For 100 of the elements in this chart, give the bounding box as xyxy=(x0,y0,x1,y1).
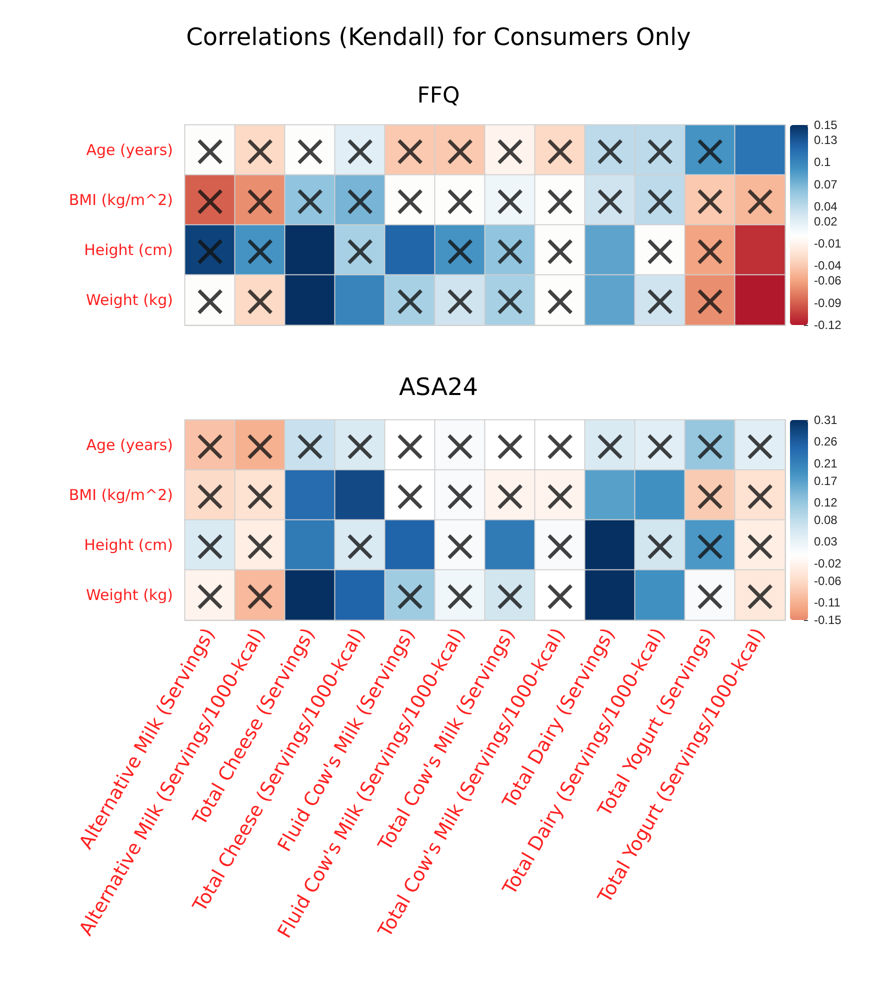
chart-title: ASA24 xyxy=(398,373,478,401)
chart-subtitle: FFQ xyxy=(417,84,460,108)
data-label: × xyxy=(242,470,278,522)
data-label: × xyxy=(242,420,278,472)
data-label: × xyxy=(442,570,478,622)
color-bar-label: 0.02 xyxy=(814,214,838,228)
data-label: × xyxy=(592,176,628,226)
data-label: × xyxy=(642,176,678,226)
data-label: × xyxy=(392,176,428,226)
data-label: × xyxy=(392,420,428,472)
y-tick-label: Height (cm) xyxy=(84,536,173,554)
data-label: × xyxy=(542,420,578,472)
color-bar-label: 0.03 xyxy=(814,534,838,549)
data-label: × xyxy=(642,420,678,472)
color-bar-label: 0.26 xyxy=(814,434,838,449)
data-label: × xyxy=(392,570,428,622)
data-label: × xyxy=(692,226,728,276)
data-label: × xyxy=(442,420,478,472)
data-label: × xyxy=(192,470,228,522)
data-label: × xyxy=(192,420,228,472)
data-label: × xyxy=(292,126,328,176)
data-label: × xyxy=(742,176,778,226)
data-label: × xyxy=(392,126,428,176)
color-bar-label: -0.09 xyxy=(814,296,842,310)
data-label: × xyxy=(342,520,378,572)
data-label: × xyxy=(442,176,478,226)
data-label: × xyxy=(442,520,478,572)
color-bar-label: -0.06 xyxy=(814,274,842,288)
color-bar-label: -0.11 xyxy=(814,596,841,610)
data-label: × xyxy=(242,276,278,326)
data-label: × xyxy=(492,126,528,176)
data-label: × xyxy=(442,226,478,276)
data-label: × xyxy=(742,470,778,522)
data-label: × xyxy=(492,276,528,326)
data-label: × xyxy=(592,126,628,176)
data-label: × xyxy=(542,520,578,572)
color-bar-label: 0.31 xyxy=(814,413,838,427)
data-label: × xyxy=(592,420,628,472)
y-tick-label: BMI (kg/m^2) xyxy=(68,486,173,504)
color-bar-label: 0.07 xyxy=(814,177,838,192)
data-label: × xyxy=(542,276,578,326)
data-label: × xyxy=(342,126,378,176)
y-tick-label: Height (cm) xyxy=(84,241,173,259)
color-bar-label: -0.04 xyxy=(814,258,842,273)
data-label: × xyxy=(292,420,328,472)
color-bar-label: 0.04 xyxy=(814,199,838,214)
data-label: × xyxy=(442,126,478,176)
color-bar-label: 0.17 xyxy=(814,474,838,488)
data-label: × xyxy=(192,176,228,226)
color-bar-label: -0.02 xyxy=(814,556,842,570)
data-label: × xyxy=(342,226,378,276)
color-bar-label: -0.01 xyxy=(814,236,842,251)
data-label: × xyxy=(692,470,728,522)
data-label: × xyxy=(192,570,228,622)
data-label: × xyxy=(192,126,228,176)
data-label: × xyxy=(542,226,578,276)
color-bar-label: 0.13 xyxy=(814,132,838,147)
data-label: × xyxy=(342,176,378,226)
data-label: × xyxy=(492,176,528,226)
color-bar-label: 0.08 xyxy=(814,513,838,527)
data-label: × xyxy=(692,176,728,226)
color-bar-label: -0.15 xyxy=(814,613,842,627)
y-tick-label: Weight (kg) xyxy=(86,291,173,309)
data-label: × xyxy=(242,520,278,572)
data-label: × xyxy=(742,520,778,572)
data-label: × xyxy=(442,276,478,326)
color-bar-label: 0.15 xyxy=(814,118,838,132)
data-label: × xyxy=(692,420,728,472)
data-label: × xyxy=(292,176,328,226)
data-label: × xyxy=(642,126,678,176)
chart-title: Correlations (Kendall) for Consumers Only xyxy=(186,23,691,51)
data-label: × xyxy=(692,520,728,572)
data-label: × xyxy=(692,276,728,326)
data-label: × xyxy=(392,276,428,326)
data-label: × xyxy=(492,470,528,522)
data-label: × xyxy=(492,226,528,276)
y-tick-label: Age (years) xyxy=(86,141,173,159)
data-label: × xyxy=(542,176,578,226)
data-label: × xyxy=(342,420,378,472)
color-bar-label: 0.1 xyxy=(814,155,832,170)
color-bar-label: -0.12 xyxy=(814,318,842,332)
data-label: × xyxy=(742,420,778,472)
data-label: × xyxy=(542,570,578,622)
data-label: × xyxy=(642,276,678,326)
data-label: × xyxy=(242,126,278,176)
data-label: × xyxy=(642,226,678,276)
y-tick-label: Weight (kg) xyxy=(86,586,173,604)
data-label: × xyxy=(192,276,228,326)
color-bar-label: 0.12 xyxy=(814,496,838,510)
data-label: × xyxy=(242,226,278,276)
data-label: × xyxy=(192,520,228,572)
data-label: × xyxy=(692,570,728,622)
color-bar-label: 0.21 xyxy=(814,456,838,470)
data-label: × xyxy=(742,570,778,622)
data-label: × xyxy=(392,470,428,522)
data-label: × xyxy=(192,226,228,276)
data-label: × xyxy=(492,420,528,472)
data-label: × xyxy=(642,520,678,572)
data-label: × xyxy=(542,126,578,176)
y-tick-label: BMI (kg/m^2) xyxy=(68,191,173,209)
